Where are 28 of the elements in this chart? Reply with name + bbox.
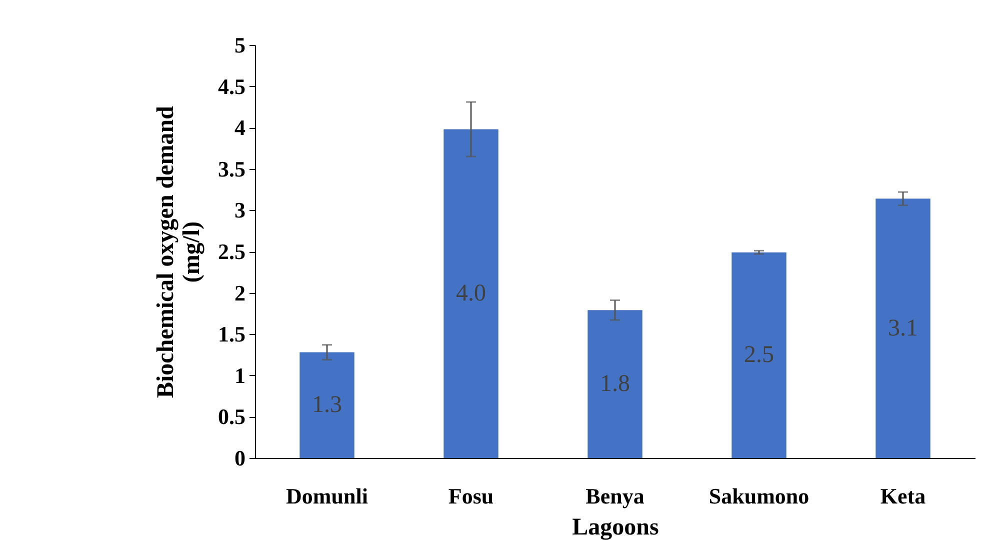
data-label: 1.8 — [600, 371, 630, 398]
bar — [444, 129, 498, 458]
y-tick-label: 3 — [234, 198, 246, 223]
y-axis-title: Biochemical oxygen demand (mg/l) — [153, 105, 205, 398]
y-tick-label: 5 — [234, 32, 246, 58]
x-tick-label: Fosu — [448, 484, 494, 508]
y-tick-label: 2 — [234, 280, 246, 306]
y-tick-label: 3.5 — [218, 156, 246, 182]
x-tick-label: Benya — [586, 484, 644, 508]
x-tick-label: Domunli — [286, 484, 368, 508]
x-tick-label: Keta — [880, 484, 926, 508]
y-tick-label: 0 — [234, 446, 246, 470]
bar — [876, 198, 930, 458]
y-tick-label: 0.5 — [218, 404, 246, 430]
data-label: 1.3 — [312, 392, 342, 418]
x-tick-label: Sakumono — [708, 484, 810, 508]
data-label: 2.5 — [744, 342, 774, 368]
bar — [300, 352, 354, 458]
y-tick-label: 4.5 — [218, 74, 246, 99]
x-axis-title: Lagoons — [572, 514, 659, 540]
y-tick-label: 1 — [234, 362, 246, 388]
y-tick-label: 1.5 — [218, 322, 246, 347]
y-tick-label: 4 — [234, 115, 246, 140]
bar — [588, 310, 642, 458]
data-label: 3.1 — [888, 315, 918, 342]
y-tick-label: 2.5 — [218, 239, 246, 264]
data-label: 4.0 — [456, 280, 486, 307]
bar — [732, 252, 786, 458]
